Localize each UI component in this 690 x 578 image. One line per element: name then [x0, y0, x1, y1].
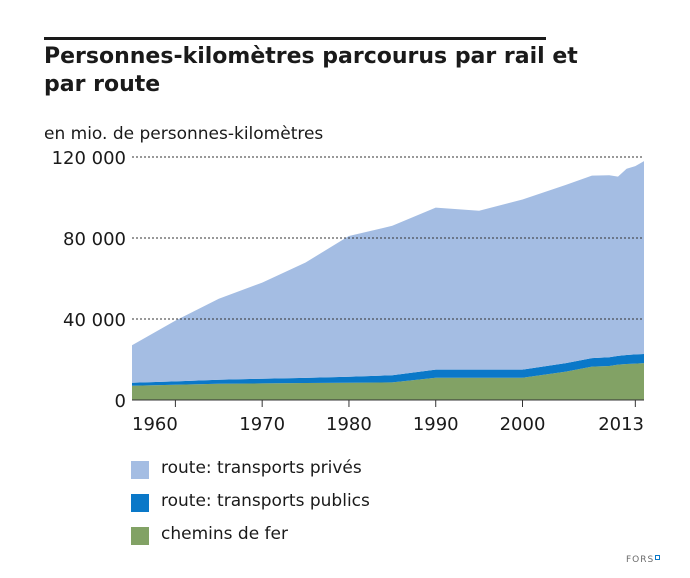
source-dot-icon — [655, 555, 661, 560]
x-tick-label: 2000 — [500, 414, 546, 435]
area-route-transports-priv-s — [132, 161, 644, 383]
area-chart: 0 40 000 80 000 120 000 1960 1970 1980 1990 200… — [52, 148, 644, 435]
x-tick-label: 1980 — [326, 414, 372, 435]
gridlines — [132, 156, 644, 320]
x-tick-labels: 1960 1970 1980 1990 2000 2013 — [132, 414, 644, 435]
source-text: FORS — [626, 555, 655, 565]
legend-label: route: transports privés — [161, 458, 362, 478]
y-tick-labels: 0 40 000 80 000 120 000 — [52, 148, 126, 412]
x-tick-label: 1990 — [413, 414, 459, 435]
y-tick-label: 40 000 — [63, 310, 126, 331]
unit-label: en mio. de personnes-kilomètres — [44, 124, 324, 144]
legend-label: chemins de fer — [161, 524, 288, 544]
legend-swatch — [131, 527, 149, 545]
y-tick-label: 120 000 — [52, 148, 126, 169]
y-tick-label: 0 — [115, 391, 126, 412]
x-tick-label: 1960 — [132, 414, 178, 435]
legend-swatch — [131, 494, 149, 512]
legend-label: route: transports publics — [161, 491, 370, 511]
x-axis — [132, 399, 644, 407]
x-tick-label: 1970 — [239, 414, 285, 435]
series-areas — [132, 161, 644, 400]
chart-title: Personnes-kilomètres parcourus par rail … — [44, 44, 578, 97]
legend-swatch — [131, 461, 149, 479]
y-tick-label: 80 000 — [63, 229, 126, 250]
x-tick-label: 2013 — [598, 414, 644, 435]
area-chemins-de-fer — [132, 363, 644, 400]
source-label: FORS — [626, 555, 661, 565]
title-rule — [44, 37, 546, 40]
area-route-transports-publics — [132, 354, 644, 386]
